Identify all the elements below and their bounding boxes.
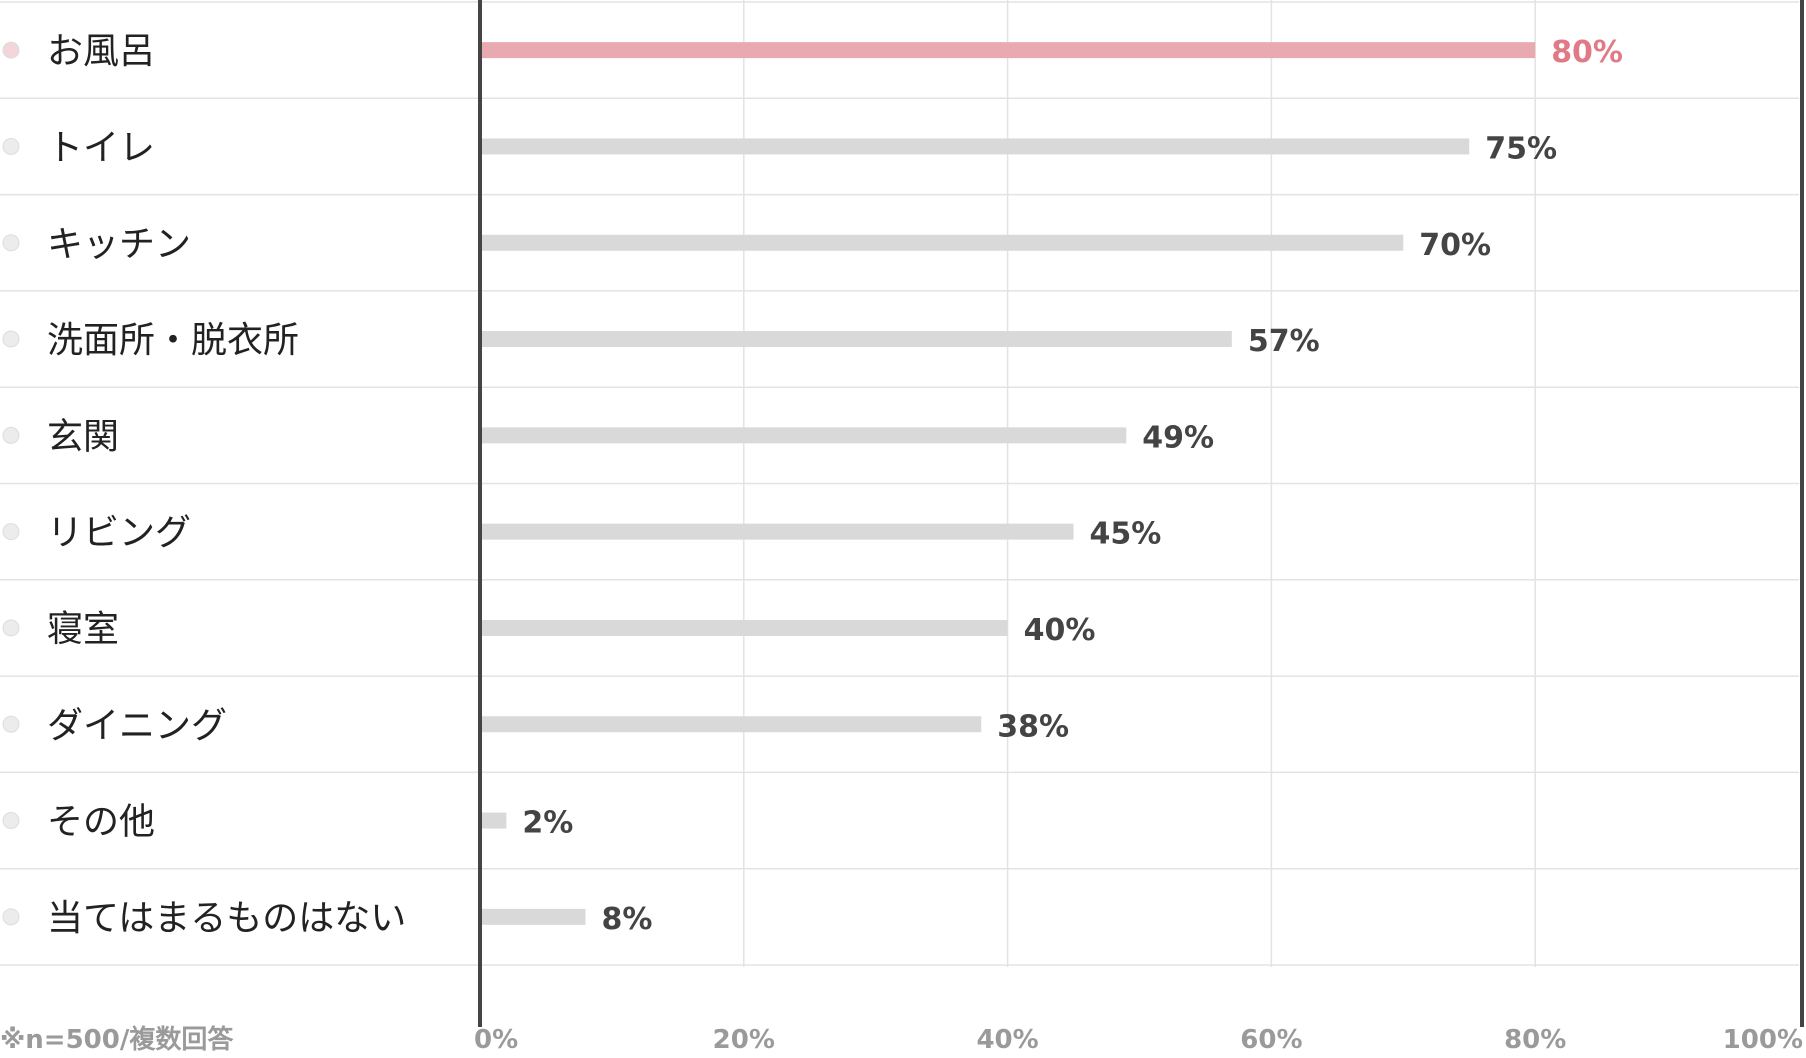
category-label: その他 bbox=[47, 802, 155, 843]
value-label: 8% bbox=[602, 902, 653, 937]
x-tick-label: 100% bbox=[1723, 1025, 1803, 1054]
value-label: 75% bbox=[1485, 131, 1557, 166]
x-tick-label: 40% bbox=[976, 1025, 1038, 1054]
x-tick-label: 80% bbox=[1504, 1025, 1566, 1054]
bullet-icon bbox=[2, 812, 20, 830]
category-label: 玄関 bbox=[47, 416, 119, 457]
category-label: お風呂 bbox=[47, 31, 155, 72]
bar bbox=[480, 716, 982, 733]
value-label: 40% bbox=[1024, 613, 1096, 648]
bar bbox=[480, 234, 1404, 251]
sample-note: ※n=500/複数回答 bbox=[0, 1024, 234, 1054]
bar bbox=[480, 619, 1008, 636]
bar bbox=[480, 138, 1470, 155]
value-label: 70% bbox=[1419, 228, 1491, 263]
category-label: 当てはまるものはない bbox=[47, 898, 406, 939]
value-label: 57% bbox=[1248, 324, 1320, 359]
axes: 0% 20% 40% 60% 80% 100% bbox=[474, 0, 1804, 1055]
bullet-icon bbox=[2, 137, 20, 155]
bar bbox=[480, 427, 1127, 444]
bar bbox=[480, 42, 1536, 59]
x-tick-label: 60% bbox=[1240, 1025, 1302, 1054]
value-label: 38% bbox=[997, 709, 1069, 744]
x-tick-label: 20% bbox=[713, 1025, 775, 1054]
bullet-icon bbox=[2, 908, 20, 926]
row-dividers bbox=[0, 1, 1799, 966]
bar bbox=[480, 812, 507, 829]
bars bbox=[480, 42, 1536, 925]
bullet-icon bbox=[2, 619, 20, 637]
bullet-icon bbox=[2, 234, 20, 252]
value-label: 80% bbox=[1551, 35, 1623, 70]
labels: お風呂 80% トイレ 75% キッチン 70% 洗面所・脱衣所 57% 玄関 49% リビング 45… bbox=[2, 31, 1623, 939]
bullet-icon bbox=[2, 330, 20, 348]
category-label: 寝室 bbox=[47, 609, 119, 650]
category-label: トイレ bbox=[47, 127, 155, 168]
category-label: リビング bbox=[47, 513, 191, 554]
category-label: 洗面所・脱衣所 bbox=[47, 320, 299, 361]
bullet-icon bbox=[2, 41, 20, 59]
category-label: ダイニング bbox=[47, 705, 227, 746]
bar bbox=[480, 523, 1074, 540]
bar bbox=[480, 331, 1232, 348]
bullet-icon bbox=[2, 523, 20, 541]
bullet-icon bbox=[2, 715, 20, 733]
value-label: 2% bbox=[522, 806, 573, 841]
value-label: 49% bbox=[1142, 420, 1214, 455]
bullet-icon bbox=[2, 426, 20, 444]
category-label: キッチン bbox=[47, 224, 191, 265]
bar bbox=[480, 908, 586, 925]
value-label: 45% bbox=[1090, 517, 1162, 552]
x-tick-label: 0% bbox=[474, 1025, 518, 1054]
